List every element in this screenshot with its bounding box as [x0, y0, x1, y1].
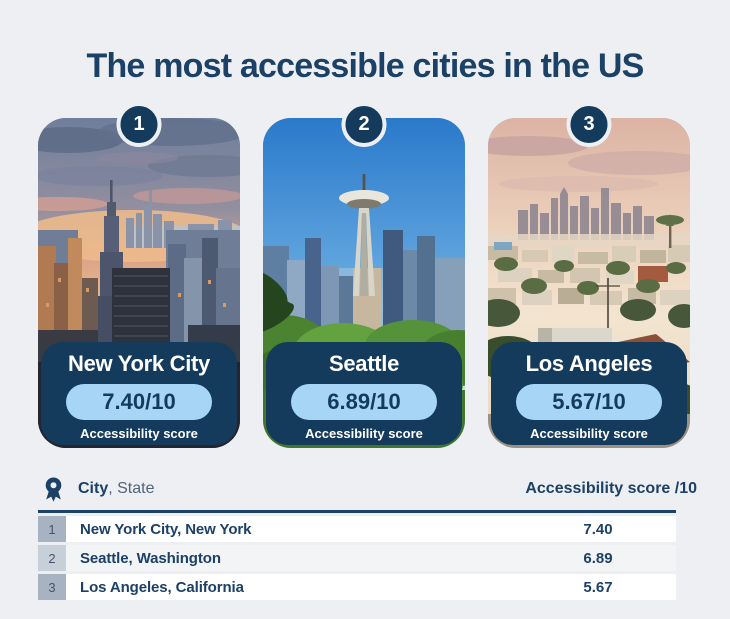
score-pill: 5.67/10	[516, 384, 662, 420]
city-state-cell: Los Angeles, California	[80, 578, 244, 596]
table-row: 2 Seattle, Washington 6.89	[38, 545, 676, 571]
city-cards: 1	[38, 102, 690, 448]
city-state-cell: New York City, New York	[80, 520, 252, 538]
city-name: New York City	[67, 351, 210, 376]
rank-cell: 3	[38, 574, 66, 600]
table-header: City, State Accessibility score /10	[38, 472, 697, 506]
score-cell: 6.89	[583, 549, 613, 567]
column-header-city: City	[78, 480, 109, 497]
score-panel: New York City 7.40/10 Accessibility scor…	[41, 342, 237, 445]
column-header-score: Accessibility score /10	[525, 480, 697, 497]
medal-icon	[45, 477, 62, 502]
score-caption: Accessibility score	[80, 426, 198, 441]
city-card-los-angeles: 3	[488, 102, 690, 448]
rank-number: 3	[583, 113, 595, 135]
header-divider-line	[38, 510, 676, 513]
rank-cell: 2	[38, 545, 66, 571]
ranking-table: City, State Accessibility score /10 1 Ne…	[38, 472, 697, 600]
rank-badge: 1	[116, 102, 162, 147]
city-name: Los Angeles	[525, 351, 653, 376]
page-title: The most accessible cities in the US	[86, 46, 645, 85]
city-card-new-york: 1	[38, 102, 240, 448]
score-cell: 7.40	[583, 520, 613, 538]
score-pill: 6.89/10	[291, 384, 437, 420]
rank-cell: 1	[38, 516, 66, 542]
rank-badge: 3	[566, 102, 612, 147]
city-state-cell: Seattle, Washington	[80, 549, 221, 567]
rank-number: 2	[358, 113, 370, 135]
table-row: 1 New York City, New York 7.40	[38, 516, 676, 542]
table-row: 3 Los Angeles, California 5.67	[38, 574, 676, 600]
city-name: Seattle	[328, 351, 400, 376]
score-cell: 5.67	[583, 578, 613, 596]
rank-badge: 2	[341, 102, 387, 147]
score-panel: Seattle 6.89/10 Accessibility score	[266, 342, 462, 445]
rank-number: 1	[133, 113, 145, 135]
city-card-seattle: 2	[263, 102, 465, 448]
score-panel: Los Angeles 5.67/10 Accessibility score	[491, 342, 687, 445]
score-caption: Accessibility score	[305, 426, 423, 441]
score-pill: 7.40/10	[66, 384, 212, 420]
column-header-state: , State	[108, 480, 155, 497]
score-caption: Accessibility score	[530, 426, 648, 441]
